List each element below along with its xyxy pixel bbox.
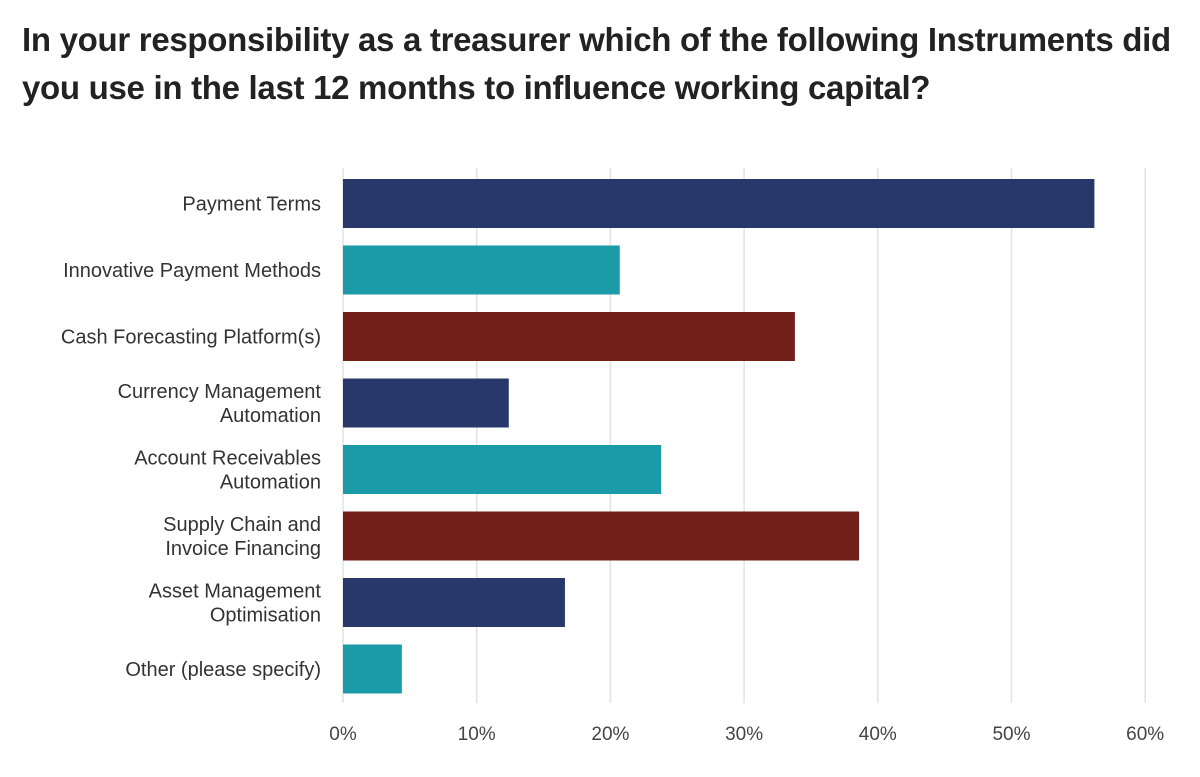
x-tick-label: 10% (458, 724, 496, 745)
x-tick-label: 60% (1126, 724, 1164, 745)
chart-title: In your responsibility as a treasurer wh… (22, 21, 1171, 106)
bar (343, 378, 509, 428)
x-tick-label: 50% (992, 724, 1030, 745)
bar (343, 179, 1095, 228)
bars (343, 179, 1095, 694)
category-label: Currency Management Automation (118, 381, 322, 427)
category-label: Other (please specify) (125, 659, 321, 681)
x-axis-tick-labels: 0% 10% 20% 30% 40% 50% 60% (329, 724, 1164, 745)
category-label: Cash Forecasting Platform(s) (61, 327, 321, 349)
bar (343, 312, 795, 361)
bar (343, 445, 662, 494)
bar (343, 245, 620, 295)
category-label: Supply Chain and Invoice Financing (163, 514, 321, 560)
category-label: Payment Terms (182, 194, 321, 216)
bar (343, 511, 860, 561)
bar (343, 578, 565, 627)
category-label: Innovative Payment Methods (63, 260, 321, 282)
x-tick-label: 30% (725, 724, 763, 745)
category-labels: Payment Terms Innovative Payment Methods C… (61, 194, 322, 682)
x-tick-label: 20% (591, 724, 629, 745)
x-tick-label: 0% (329, 724, 357, 745)
x-tick-label: 40% (859, 724, 897, 745)
bar (343, 644, 402, 694)
category-label: Asset Management Optimisation (149, 581, 322, 627)
category-label: Account Receivables Automation (134, 448, 321, 494)
